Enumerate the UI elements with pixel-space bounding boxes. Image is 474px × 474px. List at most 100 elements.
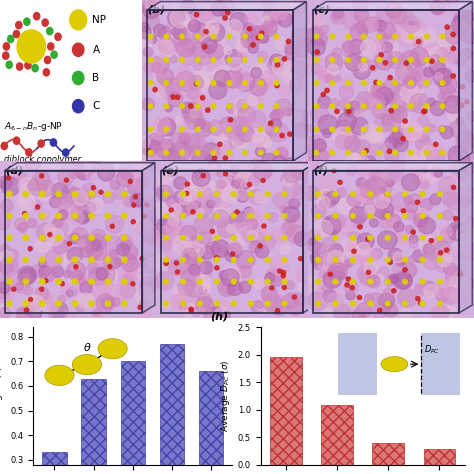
Circle shape: [201, 37, 217, 53]
Circle shape: [419, 301, 426, 306]
Circle shape: [0, 251, 13, 264]
Circle shape: [18, 223, 27, 232]
Circle shape: [387, 149, 392, 154]
Circle shape: [105, 191, 111, 197]
Circle shape: [201, 143, 220, 161]
Circle shape: [195, 150, 201, 155]
Circle shape: [19, 199, 27, 206]
Circle shape: [194, 12, 199, 17]
Circle shape: [218, 279, 236, 296]
Circle shape: [186, 24, 203, 41]
Circle shape: [174, 117, 182, 125]
Circle shape: [415, 283, 427, 294]
Circle shape: [38, 210, 49, 220]
Circle shape: [206, 23, 225, 42]
Circle shape: [55, 213, 62, 219]
Circle shape: [197, 275, 211, 289]
Circle shape: [458, 144, 474, 164]
Circle shape: [413, 210, 428, 223]
Circle shape: [401, 121, 420, 141]
Circle shape: [156, 142, 173, 159]
Circle shape: [396, 64, 414, 82]
Circle shape: [438, 126, 446, 134]
Circle shape: [388, 75, 392, 80]
Circle shape: [333, 8, 344, 18]
Circle shape: [341, 237, 361, 256]
Circle shape: [376, 6, 394, 24]
Circle shape: [295, 38, 314, 57]
Circle shape: [121, 255, 138, 272]
Circle shape: [435, 73, 443, 81]
Circle shape: [298, 283, 306, 291]
Circle shape: [268, 121, 273, 125]
Circle shape: [28, 297, 33, 301]
Circle shape: [103, 192, 115, 203]
Circle shape: [315, 213, 321, 219]
Circle shape: [249, 160, 262, 172]
Circle shape: [263, 1, 273, 11]
Circle shape: [3, 43, 9, 50]
Circle shape: [456, 130, 474, 149]
Circle shape: [138, 305, 152, 319]
Circle shape: [131, 282, 135, 286]
Circle shape: [413, 36, 423, 47]
Circle shape: [270, 54, 283, 68]
Circle shape: [227, 34, 232, 39]
Circle shape: [459, 153, 470, 164]
Circle shape: [1, 255, 18, 273]
Circle shape: [356, 92, 374, 109]
Circle shape: [247, 182, 252, 186]
Circle shape: [0, 266, 10, 281]
Circle shape: [449, 162, 462, 174]
Circle shape: [72, 301, 78, 307]
Circle shape: [308, 38, 325, 56]
Circle shape: [55, 33, 61, 40]
Circle shape: [165, 83, 179, 97]
Circle shape: [373, 82, 389, 97]
Circle shape: [298, 46, 306, 55]
Circle shape: [40, 174, 44, 178]
Circle shape: [275, 83, 279, 88]
Circle shape: [62, 235, 70, 243]
Circle shape: [314, 127, 319, 132]
Circle shape: [201, 310, 210, 319]
Circle shape: [394, 84, 408, 97]
Circle shape: [287, 7, 301, 21]
Circle shape: [194, 198, 213, 216]
Circle shape: [323, 218, 341, 235]
Circle shape: [1, 142, 8, 150]
Circle shape: [248, 235, 254, 241]
Circle shape: [257, 51, 268, 62]
Circle shape: [103, 254, 120, 270]
Circle shape: [331, 10, 342, 21]
Circle shape: [154, 68, 170, 84]
Circle shape: [154, 182, 168, 195]
Circle shape: [406, 68, 417, 79]
Circle shape: [303, 162, 321, 180]
Circle shape: [366, 177, 386, 195]
Circle shape: [173, 287, 185, 300]
Circle shape: [411, 166, 422, 176]
Circle shape: [210, 36, 225, 50]
Circle shape: [162, 301, 170, 309]
Circle shape: [251, 43, 255, 47]
Circle shape: [406, 21, 419, 34]
Circle shape: [170, 9, 190, 27]
Circle shape: [227, 80, 232, 86]
Circle shape: [8, 36, 14, 43]
Circle shape: [324, 74, 333, 83]
Circle shape: [310, 270, 321, 281]
Circle shape: [274, 80, 279, 86]
Circle shape: [193, 62, 202, 70]
Circle shape: [163, 257, 169, 263]
Circle shape: [379, 22, 395, 38]
Circle shape: [263, 133, 272, 141]
Circle shape: [327, 266, 342, 280]
Circle shape: [386, 214, 401, 228]
Circle shape: [211, 240, 229, 257]
Circle shape: [308, 229, 320, 240]
Circle shape: [260, 31, 264, 36]
Circle shape: [121, 301, 128, 307]
Circle shape: [288, 292, 304, 308]
Bar: [147, 10, 293, 161]
